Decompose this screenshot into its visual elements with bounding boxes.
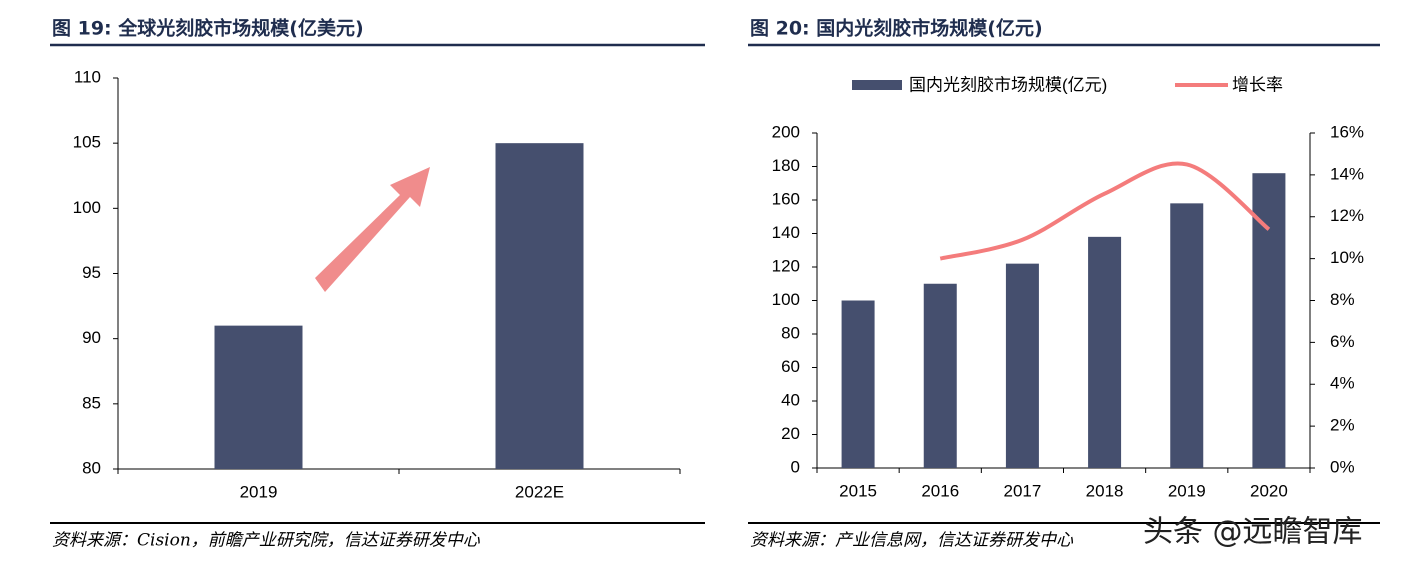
y-tick-label: 100: [772, 290, 800, 309]
y-tick-label: 100: [73, 198, 101, 217]
bar: [841, 300, 875, 468]
y-tick-label: 105: [73, 133, 101, 152]
y2-tick-label: 12%: [1330, 206, 1364, 225]
y-tick-label: 80: [82, 458, 101, 477]
bar: [1252, 173, 1286, 468]
y-tick-label: 90: [82, 328, 101, 347]
bar: [1170, 203, 1204, 468]
y2-tick-label: 2%: [1330, 416, 1355, 435]
chart-title: 图 19: 全球光刻胶市场规模(亿美元): [52, 17, 364, 40]
x-tick-label: 2019: [1168, 481, 1206, 500]
y-tick-label: 40: [781, 390, 800, 409]
y-tick-label: 0: [791, 457, 800, 476]
x-tick-label: 2016: [921, 481, 959, 500]
y-tick-label: 60: [781, 357, 800, 376]
line: [939, 161, 1271, 261]
chart-title: 图 20: 国内光刻胶市场规模(亿元): [750, 17, 1043, 40]
bar: [214, 325, 303, 469]
y-tick-label: 95: [82, 263, 101, 282]
y2-tick-label: 16%: [1330, 122, 1364, 141]
x-tick-label: 2018: [1086, 481, 1124, 500]
watermark: 头条 @远瞻智库: [1143, 515, 1363, 550]
bar: [1005, 263, 1039, 468]
y-tick-label: 160: [772, 189, 800, 208]
y2-tick-label: 4%: [1330, 374, 1355, 393]
bar: [923, 283, 957, 468]
y2-tick-label: 6%: [1330, 332, 1355, 351]
y-tick-label: 110: [74, 67, 101, 86]
legend-label: 国内光刻胶市场规模(亿元): [909, 75, 1107, 94]
y-tick-label: 85: [82, 393, 101, 412]
source-note: 资料来源：Cision，前瞻产业研究院，信达证券研发中心: [52, 531, 481, 551]
y2-tick-label: 14%: [1330, 164, 1364, 183]
bar: [495, 143, 584, 469]
source-note: 资料来源：产业信息网，信达证券研发中心: [750, 531, 1074, 551]
x-tick-label: 2017: [1004, 481, 1042, 500]
trend-arrow: [315, 167, 430, 292]
x-tick-label: 2015: [839, 481, 877, 500]
legend-label: 增长率: [1232, 75, 1283, 94]
x-tick-label: 2019: [240, 482, 278, 501]
x-tick-label: 2022E: [515, 482, 564, 501]
y-tick-label: 180: [772, 156, 800, 175]
y2-tick-label: 10%: [1330, 248, 1364, 267]
y2-tick-label: 0%: [1330, 457, 1355, 476]
x-tick-label: 2020: [1250, 481, 1288, 500]
y2-tick-label: 8%: [1330, 290, 1355, 309]
y-tick-label: 140: [772, 223, 800, 242]
y-tick-label: 120: [772, 256, 800, 275]
y-tick-label: 20: [781, 424, 800, 443]
y-tick-label: 80: [781, 323, 800, 342]
legend-swatch: [852, 80, 902, 90]
y-tick-label: 200: [772, 122, 800, 141]
bar: [1088, 236, 1122, 468]
